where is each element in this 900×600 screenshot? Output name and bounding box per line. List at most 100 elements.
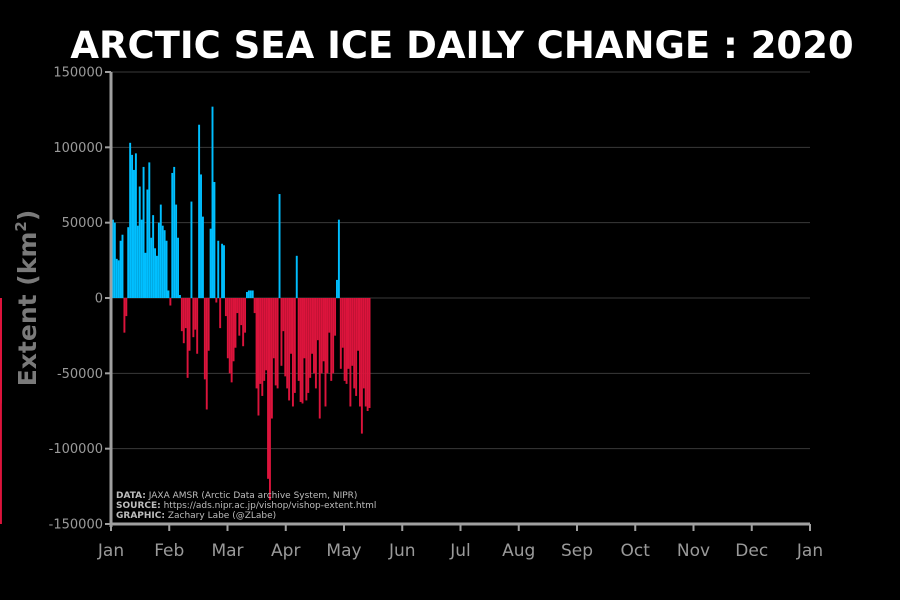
x-tick-label-12: Jan [796, 541, 823, 561]
bar-125 [347, 298, 350, 369]
bar-103 [305, 298, 308, 401]
bar-122 [341, 298, 344, 348]
bar-55 [213, 181, 216, 298]
bar-98 [295, 255, 298, 298]
bar-60 [223, 245, 225, 298]
bar-67 [236, 298, 239, 314]
bar-95 [290, 298, 292, 354]
bar-90 [280, 298, 283, 366]
bar-30 [165, 240, 168, 298]
credit-source-key: SOURCE: [116, 501, 161, 511]
bar-88 [276, 298, 279, 389]
credit-source-value: https://ads.nipr.ac.jp/vishop/vishop-ext… [161, 501, 377, 511]
bar-118 [334, 298, 337, 336]
bar-21 [148, 162, 151, 298]
bar-undefined [0, 298, 2, 524]
bar-99 [297, 298, 300, 381]
bar-106 [311, 298, 314, 354]
bar-72 [246, 291, 248, 298]
bar-47 [198, 124, 201, 298]
bar-79 [259, 298, 262, 384]
bar-69 [240, 298, 243, 326]
bar-37 [178, 294, 181, 298]
bar-91 [282, 298, 285, 332]
bar-29 [163, 230, 166, 298]
bar-41 [186, 298, 189, 378]
bar-121 [339, 298, 342, 369]
bar-129 [355, 298, 358, 396]
bar-46 [196, 298, 199, 354]
bar-97 [293, 298, 296, 393]
x-tick-label-11: Dec [735, 541, 768, 561]
bar-71 [244, 298, 247, 333]
x-tick-label-9: Oct [621, 541, 651, 561]
bar-80 [261, 298, 264, 396]
bar-128 [353, 298, 356, 389]
bar-9 [125, 298, 128, 317]
bar-113 [324, 298, 327, 407]
bar-58 [219, 298, 222, 329]
credit-data-value: JAXA AMSR (Arctic Data archive System, N… [146, 491, 358, 501]
bar-81 [263, 298, 266, 381]
y-axis-title-superscript: 2 [12, 221, 30, 231]
bar-119 [336, 279, 338, 298]
bar-92 [284, 298, 287, 377]
bar-7 [121, 234, 124, 298]
bar-40 [184, 298, 187, 329]
y-axis-title: Extent (km2) [12, 210, 42, 387]
credit-graphic-value: Zachary Labe (@ZLabe) [165, 511, 276, 521]
y-tick-label-5: -100000 [49, 442, 103, 457]
bar-108 [314, 298, 317, 389]
bar-3 [113, 222, 116, 298]
bar-66 [234, 298, 237, 348]
y-axis-title-main: Extent (km [13, 232, 42, 387]
bar-6 [119, 240, 122, 298]
credit-source: SOURCE: https://ads.nipr.ac.jp/vishop/vi… [116, 501, 376, 511]
bar-61 [224, 298, 227, 317]
bar-68 [238, 298, 241, 336]
bar-83 [267, 298, 269, 479]
bar-5 [117, 260, 120, 298]
bar-36 [177, 237, 179, 298]
bar-82 [265, 298, 268, 371]
bar-31 [167, 290, 170, 298]
bar-34 [173, 166, 176, 298]
bar-136 [368, 298, 371, 408]
bar-52 [207, 298, 210, 351]
y-tick-label-0: 150000 [53, 66, 103, 81]
bar-14 [134, 153, 137, 298]
bar-133 [362, 298, 365, 389]
bar-38 [180, 298, 183, 332]
bar-24 [154, 248, 157, 298]
bar-85 [270, 298, 273, 419]
credit-data-key: DATA: [116, 491, 146, 501]
y-tick-label-6: -150000 [49, 518, 103, 533]
bar-135 [366, 298, 369, 411]
bar-70 [242, 298, 245, 347]
bar-77 [255, 298, 258, 389]
bar-102 [303, 298, 306, 359]
bar-123 [343, 298, 346, 381]
bar-26 [157, 222, 160, 298]
y-tick-label-1: 100000 [53, 141, 103, 156]
bar-78 [257, 298, 260, 416]
bar-56 [215, 298, 218, 303]
x-tick-label-8: Sep [561, 541, 593, 561]
bar-104 [307, 298, 310, 393]
x-tick-label-7: Aug [502, 541, 535, 561]
bar-65 [232, 298, 235, 362]
bar-84 [268, 298, 271, 500]
bar-16 [138, 186, 141, 298]
x-tick-label-3: Apr [271, 541, 300, 561]
bar-22 [150, 237, 153, 298]
bar-116 [330, 298, 333, 381]
bar-89 [278, 194, 281, 298]
bar-25 [156, 255, 158, 298]
bar-48 [200, 174, 202, 298]
bar-18 [142, 166, 145, 298]
bar-4 [115, 258, 118, 298]
bar-44 [192, 298, 195, 338]
